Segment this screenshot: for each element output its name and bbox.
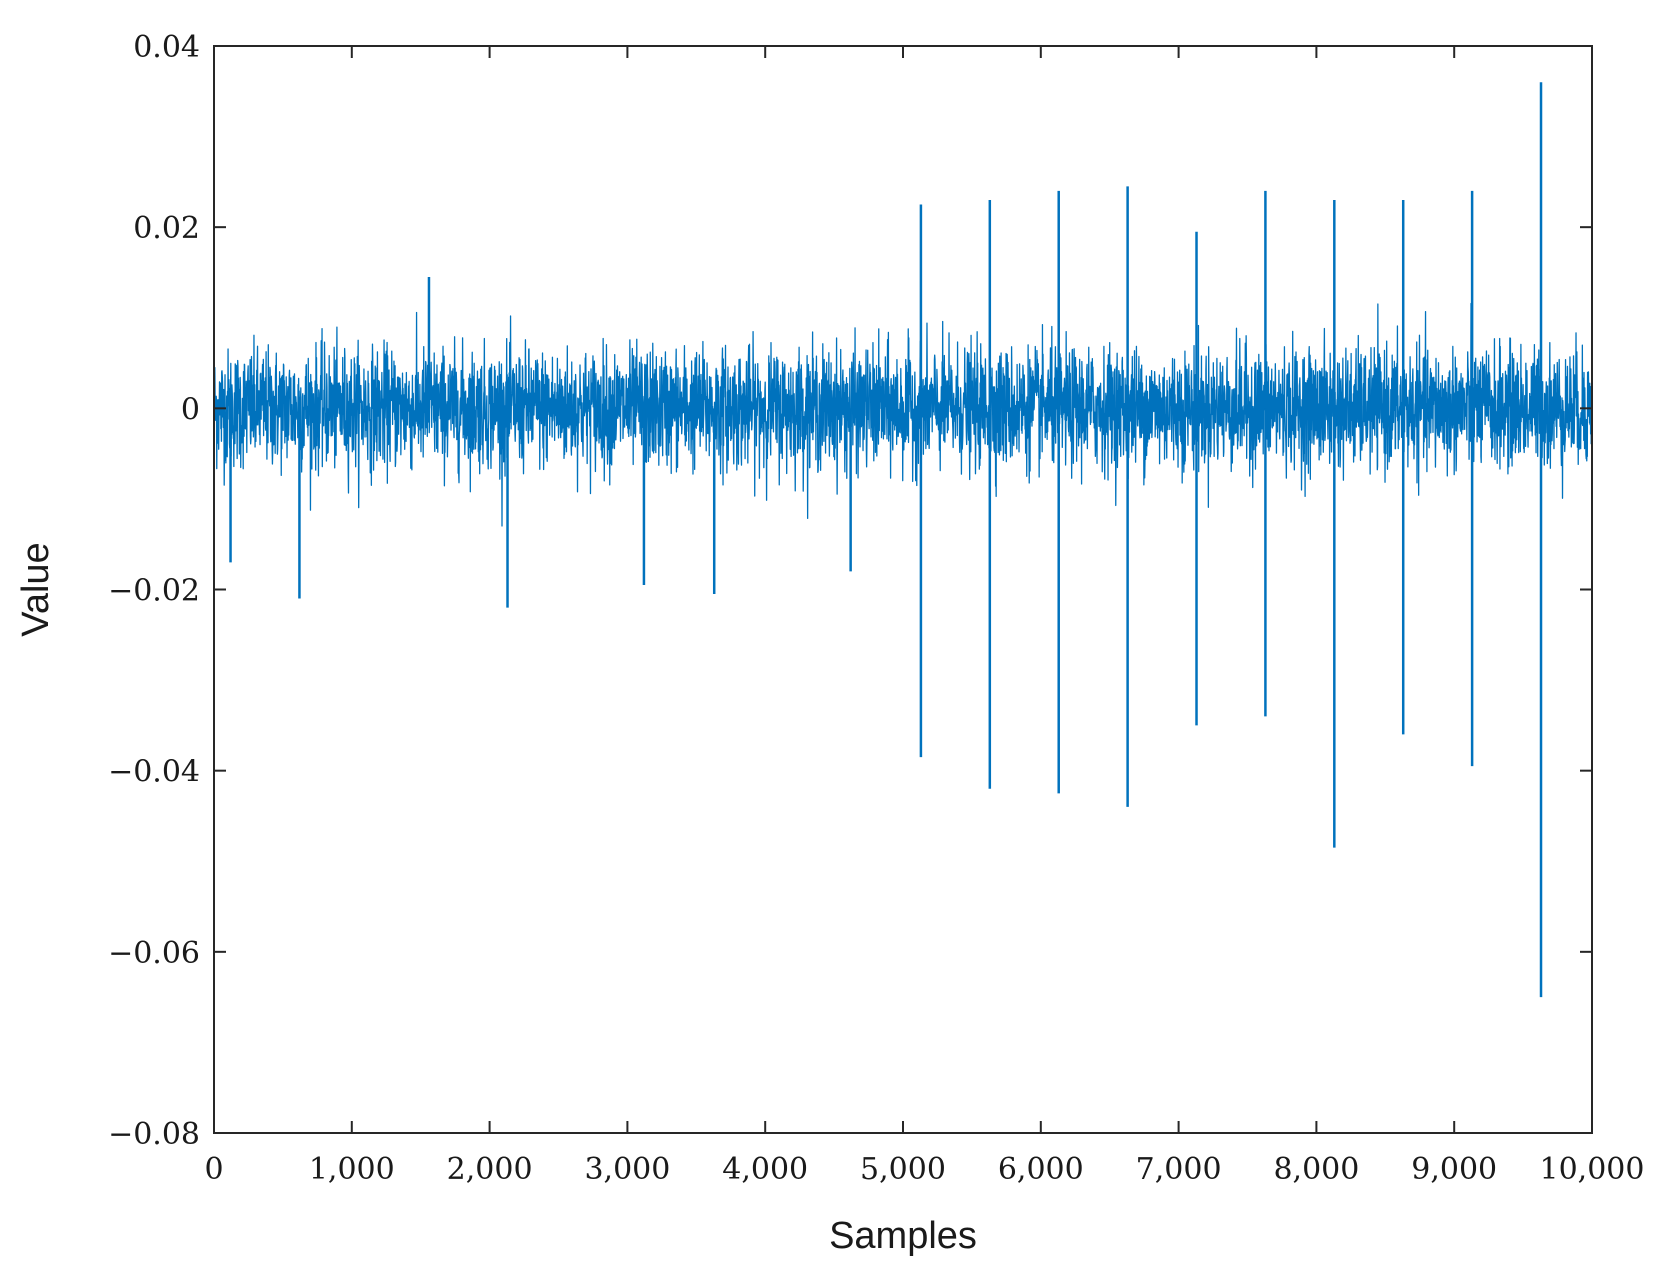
y-axis-title: Value bbox=[15, 542, 57, 636]
ticks: 0 1,000 2,000 3,000 4,000 5,000 6,000 7,000 8,00… bbox=[108, 30, 1644, 1187]
y-tick-label: −0.08 bbox=[108, 1117, 200, 1152]
x-tick-label: 1,000 bbox=[309, 1152, 395, 1187]
x-tick-label: 7,000 bbox=[1136, 1152, 1222, 1187]
y-tick-label: −0.02 bbox=[108, 574, 200, 609]
x-tick-label: 6,000 bbox=[998, 1152, 1084, 1187]
x-tick-label: 4,000 bbox=[722, 1152, 808, 1187]
y-tick-label: 0 bbox=[181, 392, 200, 427]
x-tick-label: 10,000 bbox=[1540, 1152, 1645, 1187]
x-tick-label: 0 bbox=[204, 1152, 223, 1187]
y-tick-label: 0.02 bbox=[133, 211, 200, 246]
axes-frame bbox=[213, 45, 1593, 1134]
x-tick-label: 5,000 bbox=[860, 1152, 946, 1187]
y-tick-label: −0.06 bbox=[108, 936, 200, 971]
x-tick-label: 2,000 bbox=[447, 1152, 533, 1187]
x-tick-label: 8,000 bbox=[1273, 1152, 1359, 1187]
x-axis-title: Samples bbox=[829, 1215, 977, 1257]
y-tick-label: −0.04 bbox=[108, 755, 200, 790]
signal-series bbox=[213, 82, 1593, 998]
y-tick-label: 0.04 bbox=[133, 30, 200, 65]
x-tick-label: 9,000 bbox=[1411, 1152, 1497, 1187]
x-tick-label: 3,000 bbox=[584, 1152, 670, 1187]
signal-line bbox=[213, 302, 1593, 527]
